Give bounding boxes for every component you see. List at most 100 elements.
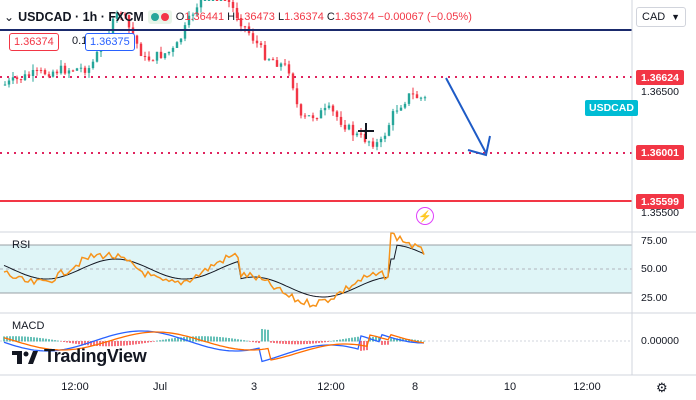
candle-body (67, 70, 71, 74)
candle-body (347, 124, 351, 130)
macd-histogram-bar (327, 341, 329, 342)
macd-histogram-bar (294, 341, 296, 345)
spread-value: 0.1 (72, 35, 88, 47)
candle-body (251, 33, 255, 41)
candle-body (111, 18, 115, 34)
macd-histogram-bar (219, 337, 221, 342)
macd-histogram-bar (348, 338, 350, 342)
buy-button[interactable]: 1.36375 (85, 33, 135, 51)
candle-body (115, 12, 119, 19)
candle-body (79, 67, 83, 69)
macd-histogram-bar (102, 341, 104, 347)
candle-body (319, 110, 323, 119)
macd-histogram-bar (36, 337, 38, 342)
candle-body (127, 15, 131, 28)
rsi-tick: 75.00 (641, 235, 668, 247)
candle-body (231, 1, 235, 8)
candle-body (3, 84, 7, 86)
symbol-header: ⌄ USDCAD · 1h · FXCM O1.36441 H1.36473 L… (4, 8, 472, 26)
rsi-line (3, 231, 425, 308)
chevron-down-icon: ▼ (671, 12, 680, 22)
macd-histogram-bar (72, 341, 74, 344)
macd-histogram-bar (21, 336, 23, 342)
macd-histogram-bar (147, 341, 149, 343)
macd-histogram-bar (57, 340, 59, 342)
macd-histogram-bar (378, 336, 380, 342)
settings-gear-icon[interactable]: ⚙ (656, 380, 668, 395)
candle-body (415, 94, 419, 99)
macd-histogram-bar (3, 336, 5, 342)
candle-body (291, 73, 295, 89)
candle-body (367, 141, 371, 143)
macd-histogram-bar (234, 338, 236, 342)
macd-histogram-bar (264, 329, 266, 342)
candle-body (155, 51, 159, 61)
candle-body (355, 133, 359, 136)
candle-body (403, 103, 407, 108)
candle-body (359, 133, 363, 135)
macd-histogram-bar (276, 341, 278, 344)
macd-histogram-bar (69, 341, 71, 343)
macd-histogram-bar (159, 340, 161, 342)
candle-body (55, 71, 59, 74)
macd-label[interactable]: MACD (12, 320, 45, 332)
macd-histogram-bar (117, 341, 119, 347)
candle-body (331, 105, 335, 112)
macd-histogram-bar (213, 336, 215, 342)
macd-histogram-bar (300, 341, 302, 345)
macd-histogram-bar (48, 339, 50, 342)
candle-body (307, 115, 311, 117)
tradingview-logo[interactable]: TradingView (12, 346, 147, 367)
candle-body (63, 65, 67, 74)
candle-body (203, 0, 207, 1)
macd-histogram-bar (90, 341, 92, 346)
macd-histogram-bar (39, 337, 41, 342)
candle-body (15, 77, 19, 80)
macd-histogram-bar (156, 340, 158, 342)
macd-histogram-bar (252, 341, 254, 343)
tradingview-logo-icon (12, 350, 38, 364)
macd-histogram-bar (246, 340, 248, 342)
time-tick: 12:00 (573, 381, 601, 393)
macd-histogram-bar (288, 341, 290, 345)
rsi-label[interactable]: RSI (12, 239, 31, 251)
macd-histogram-bar (315, 341, 317, 344)
currency-select[interactable]: CAD ▼ (636, 7, 686, 27)
candle-body (51, 71, 55, 77)
candle-body (263, 44, 267, 60)
candles (3, 0, 427, 151)
macd-histogram-bar (273, 341, 275, 344)
macd-histogram-bar (387, 341, 389, 345)
macd-histogram-bar (357, 336, 359, 342)
candle-body (59, 65, 63, 74)
macd-histogram-bar (15, 336, 17, 342)
macd-histogram-bar (93, 341, 95, 346)
macd-histogram-bar (78, 341, 80, 345)
market-status-badge[interactable] (147, 10, 172, 24)
candle-body (399, 107, 403, 111)
macd-histogram-bar (141, 341, 143, 344)
macd-histogram-bar (318, 341, 320, 343)
collapse-arrow-icon[interactable]: ⌄ (4, 10, 15, 24)
candle-body (19, 79, 23, 81)
candle-body (275, 60, 279, 67)
macd-histogram-bar (225, 337, 227, 342)
time-tick: 10 (503, 381, 517, 393)
ohlc-readout: O1.36441 H1.36473 L1.36374 C1.36374 −0.0… (175, 11, 472, 23)
symbol-title[interactable]: USDCAD · 1h · FXCM (18, 10, 144, 24)
candle-body (23, 74, 27, 81)
sell-button[interactable]: 1.36374 (9, 33, 59, 51)
macd-histogram-bar (177, 337, 179, 342)
macd-histogram-bar (33, 337, 35, 342)
candle-body (423, 97, 427, 99)
rsi-tick: 25.00 (641, 292, 668, 304)
lightning-icon[interactable]: ⚡ (416, 207, 434, 225)
macd-histogram-bar (381, 341, 383, 345)
rsi-band (0, 245, 632, 293)
price-tick: 1.35500 (641, 207, 679, 219)
macd-histogram-bar (81, 341, 83, 345)
macd-histogram-bar (150, 341, 152, 343)
candle-body (195, 7, 199, 15)
macd-histogram-bar (282, 341, 284, 344)
